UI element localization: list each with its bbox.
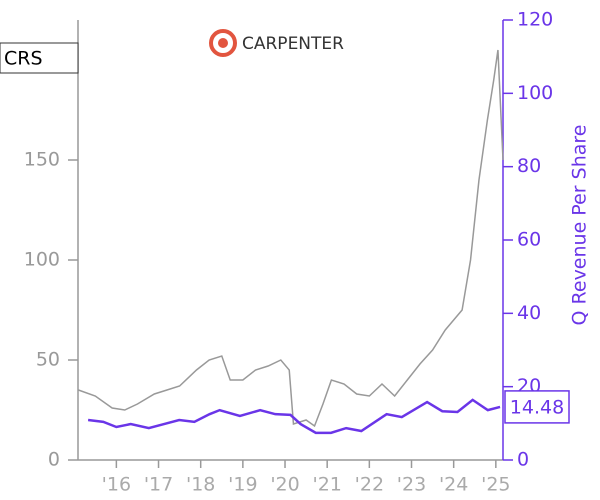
series-line bbox=[87, 398, 501, 435]
y-tick-label: 150 bbox=[24, 149, 60, 171]
y-tick-label: 0 bbox=[48, 449, 60, 471]
logo-text: CARPENTER bbox=[242, 34, 344, 54]
x-tick-label: '18 bbox=[186, 474, 215, 496]
y2-tick-label: 80 bbox=[517, 155, 541, 177]
last-value-box bbox=[504, 390, 570, 424]
y2-tick-label: 40 bbox=[517, 302, 541, 324]
x-tick-label: '23 bbox=[397, 474, 426, 496]
logo-icon bbox=[209, 29, 237, 57]
ticker-box bbox=[0, 42, 79, 74]
x-tick-label: '17 bbox=[144, 474, 173, 496]
y2-tick-label: 0 bbox=[517, 449, 529, 471]
x-tick-label: '25 bbox=[481, 474, 510, 496]
y2-tick-label: 120 bbox=[517, 9, 553, 31]
y2-tick-label: 100 bbox=[517, 82, 553, 104]
x-tick-label: '19 bbox=[228, 474, 257, 496]
logo: CARPENTER bbox=[209, 29, 344, 57]
x-tick-label: '22 bbox=[355, 474, 384, 496]
y-tick-label: 100 bbox=[24, 249, 60, 271]
x-tick-label: '21 bbox=[312, 474, 341, 496]
y2-tick-label: 60 bbox=[517, 229, 541, 251]
x-tick-label: '16 bbox=[102, 474, 131, 496]
y2-axis-label: Q Revenue Per Share bbox=[569, 125, 591, 326]
x-tick-label: '20 bbox=[270, 474, 299, 496]
x-tick-label: '24 bbox=[439, 474, 468, 496]
last-value-label: 14.48 bbox=[510, 396, 564, 418]
logo-icon-core bbox=[218, 38, 228, 48]
y-tick-label: 50 bbox=[36, 349, 60, 371]
series-line bbox=[78, 49, 504, 428]
ticker: CRS bbox=[4, 48, 43, 70]
